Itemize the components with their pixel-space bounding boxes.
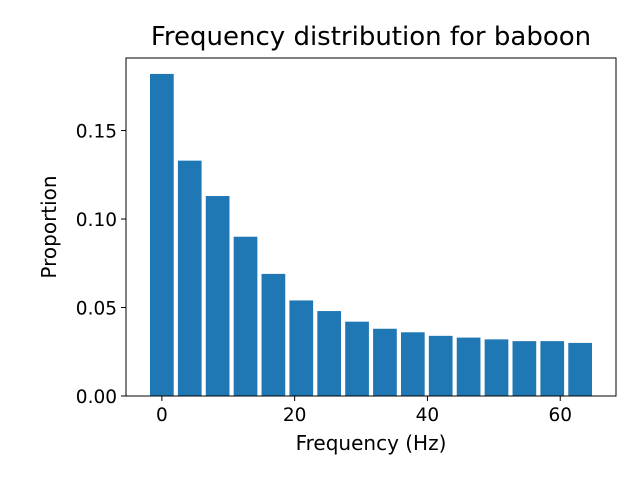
x-tick-label: 60 <box>548 405 572 426</box>
bar <box>150 73 174 397</box>
bar <box>205 196 230 396</box>
y-tick-label: 0.00 <box>76 387 117 408</box>
y-axis: 0.00 0.05 0.10 0.15 <box>76 122 126 408</box>
bar <box>540 341 565 396</box>
bar <box>317 311 342 396</box>
bar <box>456 337 481 396</box>
bars-group <box>150 73 592 397</box>
x-axis: 0 20 40 60 <box>156 396 572 426</box>
bar <box>233 236 258 396</box>
bar <box>261 273 286 396</box>
x-axis-title: Frequency (Hz) <box>296 431 447 455</box>
y-tick-label: 0.10 <box>76 210 117 231</box>
bar <box>289 300 314 396</box>
bar <box>400 332 425 396</box>
y-axis-title: Proportion <box>37 175 61 278</box>
x-tick-label: 40 <box>416 405 440 426</box>
bar <box>484 339 509 396</box>
bar <box>177 160 202 396</box>
y-tick-label: 0.05 <box>76 299 117 320</box>
y-tick-label: 0.15 <box>76 122 117 143</box>
bar <box>568 342 592 396</box>
bar <box>428 335 453 396</box>
bar <box>512 341 537 396</box>
bar <box>345 321 369 396</box>
x-tick-label: 0 <box>156 405 168 426</box>
chart-title: Frequency distribution for baboon <box>151 22 591 52</box>
x-tick-label: 20 <box>283 405 307 426</box>
bar <box>373 328 397 396</box>
plot-frame <box>125 57 617 397</box>
